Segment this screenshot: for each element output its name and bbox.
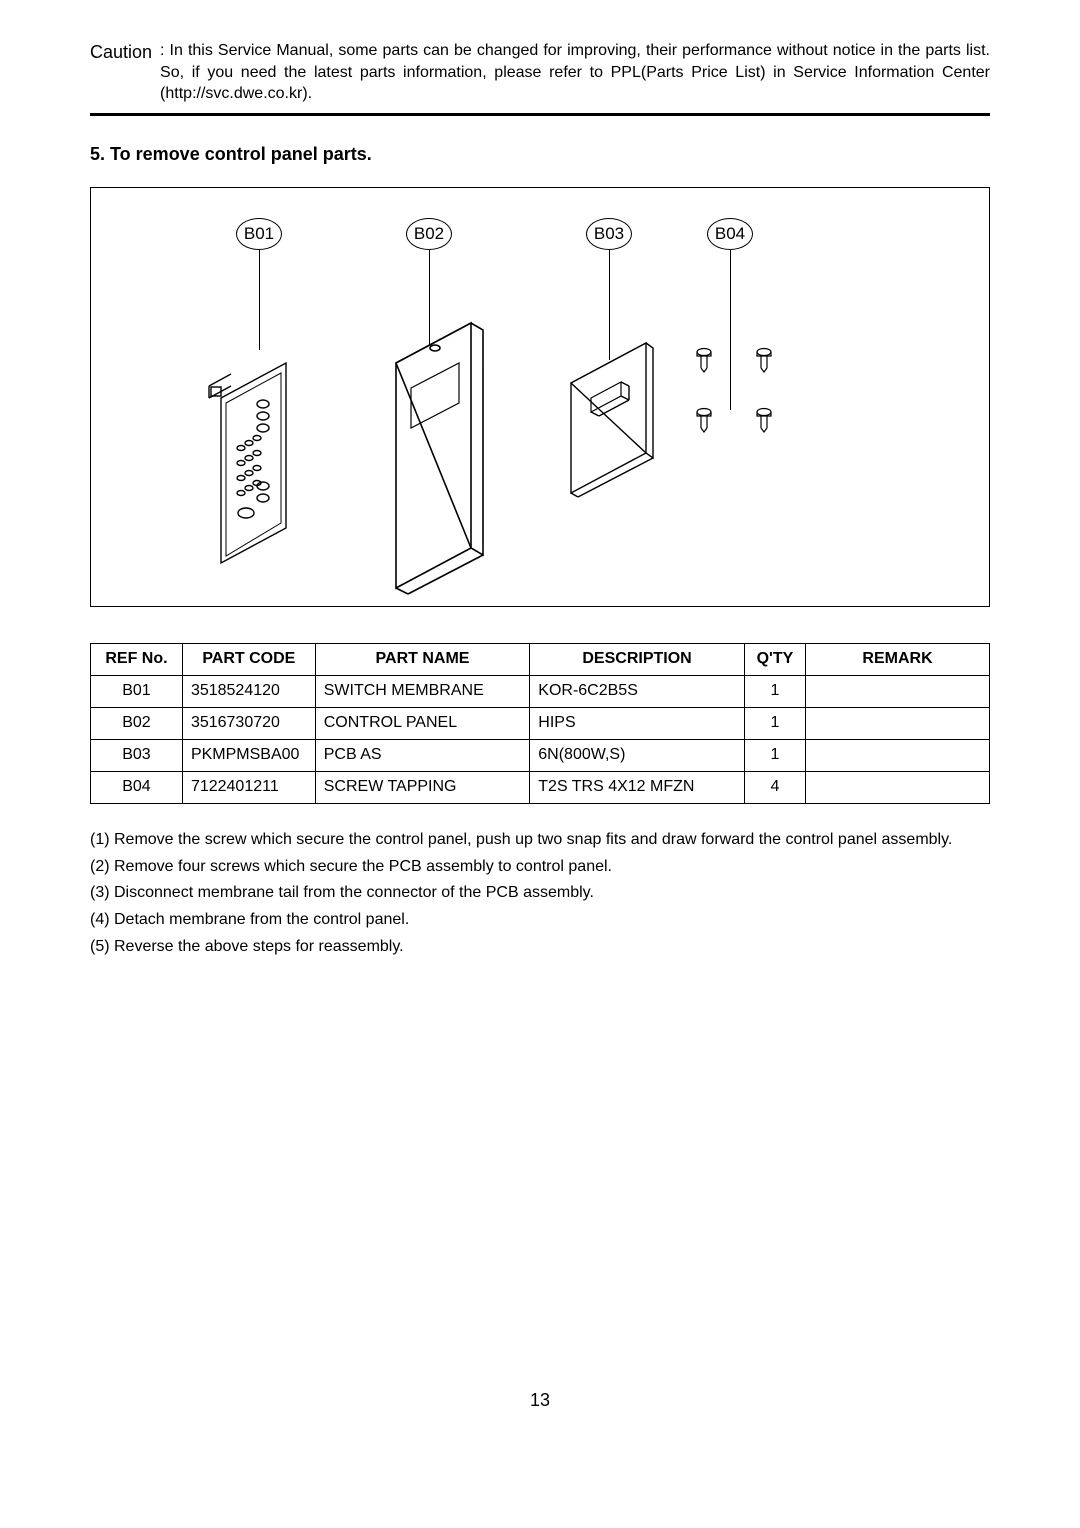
- callout-bubble: B02: [406, 218, 452, 250]
- cell-remark: [806, 675, 990, 707]
- cell-remark: [806, 707, 990, 739]
- cell-remark: [806, 739, 990, 771]
- control-panel-illustration: [371, 308, 511, 608]
- table-row: B01 3518524120 SWITCH MEMBRANE KOR-6C2B5…: [91, 675, 990, 707]
- th-name: PART NAME: [315, 643, 530, 675]
- membrane-illustration: [191, 338, 331, 568]
- separator-rule: [90, 113, 990, 116]
- cell-name: SWITCH MEMBRANE: [315, 675, 530, 707]
- cell-qty: 1: [744, 675, 805, 707]
- cell-ref: B03: [91, 739, 183, 771]
- th-ref: REF No.: [91, 643, 183, 675]
- caution-text: : In this Service Manual, some parts can…: [160, 40, 990, 105]
- callout-bubble: B01: [236, 218, 282, 250]
- cell-name: PCB AS: [315, 739, 530, 771]
- exploded-diagram: B01 B02 B03 B04: [90, 187, 990, 607]
- leader-line: [259, 250, 260, 350]
- table-row: B02 3516730720 CONTROL PANEL HIPS 1: [91, 707, 990, 739]
- step-2: (2) Remove four screws which secure the …: [90, 855, 990, 880]
- callout-b04: B04: [707, 218, 753, 250]
- cell-code: PKMPMSBA00: [182, 739, 315, 771]
- screws-illustration: [686, 338, 796, 448]
- cell-code: 7122401211: [182, 771, 315, 803]
- cell-name: SCREW TAPPING: [315, 771, 530, 803]
- th-desc: DESCRIPTION: [530, 643, 745, 675]
- step-5: (5) Reverse the above steps for reassemb…: [90, 935, 990, 960]
- cell-desc: HIPS: [530, 707, 745, 739]
- cell-qty: 4: [744, 771, 805, 803]
- callout-bubble: B03: [586, 218, 632, 250]
- cell-qty: 1: [744, 707, 805, 739]
- cell-ref: B04: [91, 771, 183, 803]
- callout-b01: B01: [236, 218, 282, 250]
- th-qty: Q'TY: [744, 643, 805, 675]
- step-3: (3) Disconnect membrane tail from the co…: [90, 881, 990, 906]
- table-row: B04 7122401211 SCREW TAPPING T2S TRS 4X1…: [91, 771, 990, 803]
- cell-name: CONTROL PANEL: [315, 707, 530, 739]
- th-code: PART CODE: [182, 643, 315, 675]
- callout-bubble: B04: [707, 218, 753, 250]
- step-4: (4) Detach membrane from the control pan…: [90, 908, 990, 933]
- callout-b03: B03: [586, 218, 632, 250]
- cell-qty: 1: [744, 739, 805, 771]
- pcb-illustration: [551, 338, 681, 498]
- callout-b02: B02: [406, 218, 452, 250]
- cell-desc: 6N(800W,S): [530, 739, 745, 771]
- cell-desc: T2S TRS 4X12 MFZN: [530, 771, 745, 803]
- page-content: Caution : In this Service Manual, some p…: [0, 0, 1080, 1411]
- cell-code: 3518524120: [182, 675, 315, 707]
- caution-label: Caution: [90, 40, 160, 105]
- cell-ref: B01: [91, 675, 183, 707]
- cell-remark: [806, 771, 990, 803]
- step-1: (1) Remove the screw which secure the co…: [90, 828, 990, 853]
- table-row: B03 PKMPMSBA00 PCB AS 6N(800W,S) 1: [91, 739, 990, 771]
- caution-block: Caution : In this Service Manual, some p…: [90, 40, 990, 105]
- page-number: 13: [90, 1390, 990, 1411]
- cell-ref: B02: [91, 707, 183, 739]
- instruction-steps: (1) Remove the screw which secure the co…: [90, 828, 990, 960]
- table-header-row: REF No. PART CODE PART NAME DESCRIPTION …: [91, 643, 990, 675]
- parts-table: REF No. PART CODE PART NAME DESCRIPTION …: [90, 643, 990, 804]
- section-title: 5. To remove control panel parts.: [90, 144, 990, 165]
- th-remark: REMARK: [806, 643, 990, 675]
- cell-desc: KOR-6C2B5S: [530, 675, 745, 707]
- cell-code: 3516730720: [182, 707, 315, 739]
